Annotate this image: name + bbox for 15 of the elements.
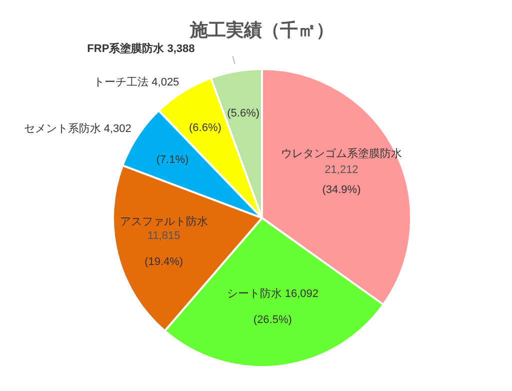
slice-label: シート防水 16,092 — [226, 286, 319, 300]
data-label: 11,815 — [147, 230, 180, 242]
slice-label: FRP系塗膜防水 3,388 — [87, 42, 195, 55]
slice-label: トーチ工法 4,025 — [94, 75, 180, 88]
text: (6.6%) — [189, 122, 222, 134]
text: (26.5%) — [253, 314, 292, 326]
slice-label: アスファルト防水 — [120, 215, 208, 228]
text: (7.1%) — [156, 154, 189, 166]
slice-label: ウレタンゴム系塗膜防水 — [280, 147, 402, 160]
data-label: 21,212 — [324, 164, 358, 176]
text: (5.6%) — [227, 107, 260, 120]
slice-label: セメント系防水 4,302 — [24, 122, 132, 135]
chart-title: 施工実績（千㎡） — [189, 20, 334, 40]
text: (34.9%) — [322, 184, 361, 196]
text: (19.4%) — [144, 256, 184, 268]
